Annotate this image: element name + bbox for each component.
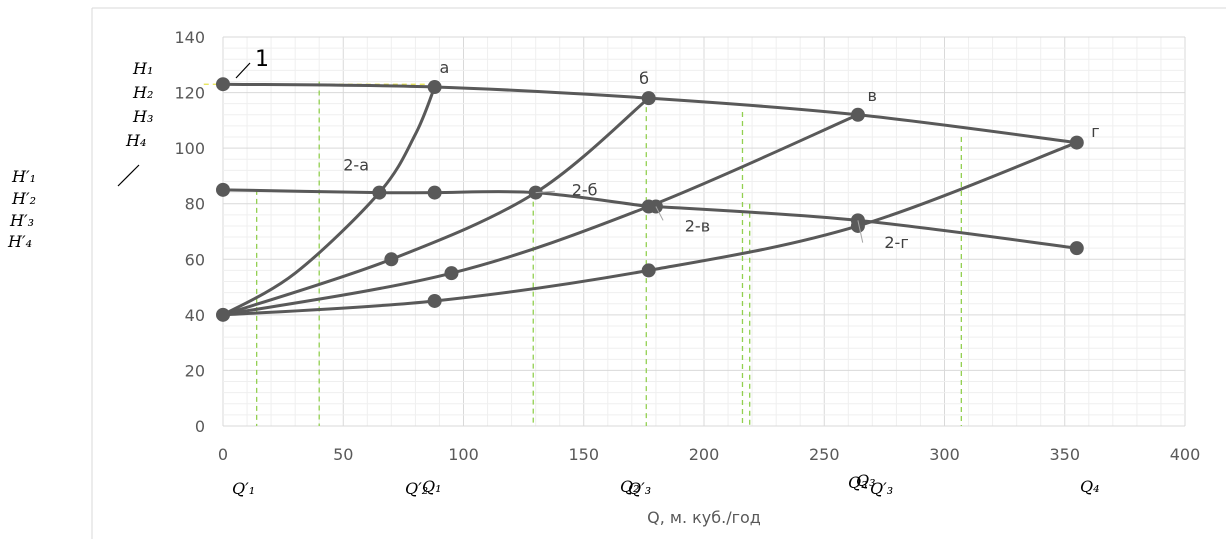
h-prime-label-1: H′₁	[11, 167, 36, 186]
mark-1-leader	[235, 62, 251, 79]
series-line-2	[222, 188, 1077, 250]
x-tick-label: 200	[689, 445, 720, 464]
data-point	[641, 91, 656, 106]
data-point	[427, 293, 442, 308]
point-label-leader	[535, 190, 555, 194]
h-label-1: H₁	[132, 59, 153, 78]
h-prime-label-4: H′₄	[7, 232, 32, 251]
h-label-2: H₂	[132, 83, 153, 102]
point-labels: а б в г 2-а 2-б 2-в 2-г	[343, 58, 1099, 252]
point-label: 2-в	[685, 217, 710, 236]
q-label-q3-prime: Q′₃	[870, 479, 893, 498]
x-axis-title: Q, м. куб./год	[647, 508, 761, 527]
q-label-q3-prime-a: Q′₃	[628, 479, 651, 498]
series-line-4	[222, 96, 650, 317]
data-point	[216, 182, 230, 197]
x-tick-label: 150	[568, 445, 599, 464]
x-tick-label: 50	[333, 445, 353, 464]
point-label: г	[1091, 122, 1099, 141]
y-tick-label: 40	[185, 306, 205, 325]
data-point	[427, 80, 442, 95]
x-tick-label: 250	[809, 445, 840, 464]
data-point	[384, 252, 399, 267]
x-tick-label: 0	[218, 445, 228, 464]
y-tick-label: 0	[195, 417, 205, 436]
q-label-q1: Q₁	[422, 477, 442, 496]
data-point	[216, 307, 230, 322]
data-point	[372, 185, 387, 200]
y-tick-label: 80	[185, 195, 205, 214]
data-point	[850, 218, 865, 233]
q-label-q2: Q₂	[620, 477, 640, 496]
point-label: 2-г	[884, 233, 908, 252]
point-label: 2-а	[343, 155, 369, 174]
x-tick-labels: 0 50 100 150 200 250 300 350 400	[218, 445, 1200, 464]
y-tick-label: 20	[185, 361, 205, 380]
y-tick-label: 120	[174, 84, 205, 103]
data-markers	[216, 77, 1084, 322]
data-point	[641, 263, 656, 278]
data-point	[850, 107, 865, 122]
h-prime-label-2: H′₂	[11, 189, 36, 208]
point-label: в	[868, 86, 877, 105]
q-label-q1-prime: Q′₁	[232, 479, 255, 498]
y-tick-label: 100	[174, 139, 205, 158]
x-tick-label: 400	[1170, 445, 1201, 464]
q-label-q4: Q₄	[1080, 477, 1100, 496]
h-prime-label-3: H′₃	[9, 211, 34, 230]
h-label-4: H₄	[125, 131, 146, 150]
q-label-q3-a: Q₃	[848, 473, 868, 492]
point-label-leader	[655, 206, 664, 221]
y-tick-label: 60	[185, 250, 205, 269]
q-label-q2-prime: Q′₂	[405, 479, 428, 498]
x-tick-label: 300	[929, 445, 960, 464]
data-point	[216, 77, 230, 92]
data-point	[1069, 135, 1084, 150]
h-bracket-line	[117, 164, 140, 187]
y-tick-label: 140	[174, 28, 205, 47]
series-line-3	[222, 86, 437, 317]
y-tick-labels: 0 20 40 60 80 100 120 140	[174, 28, 205, 436]
x-tick-label: 100	[448, 445, 479, 464]
data-point	[1069, 241, 1084, 256]
point-label: 2-б	[572, 180, 598, 199]
mark-1-label: 1	[255, 47, 269, 72]
data-point	[444, 266, 459, 281]
x-tick-label: 350	[1049, 445, 1080, 464]
q-label-q3-b: Q₃	[856, 471, 876, 490]
h-label-3: H₃	[132, 107, 153, 126]
data-point	[427, 185, 442, 200]
series-lines	[222, 82, 1078, 317]
point-label: а	[439, 58, 449, 77]
point-label: б	[639, 69, 649, 88]
series-line-5	[222, 113, 859, 317]
point-label-leader	[857, 220, 864, 243]
